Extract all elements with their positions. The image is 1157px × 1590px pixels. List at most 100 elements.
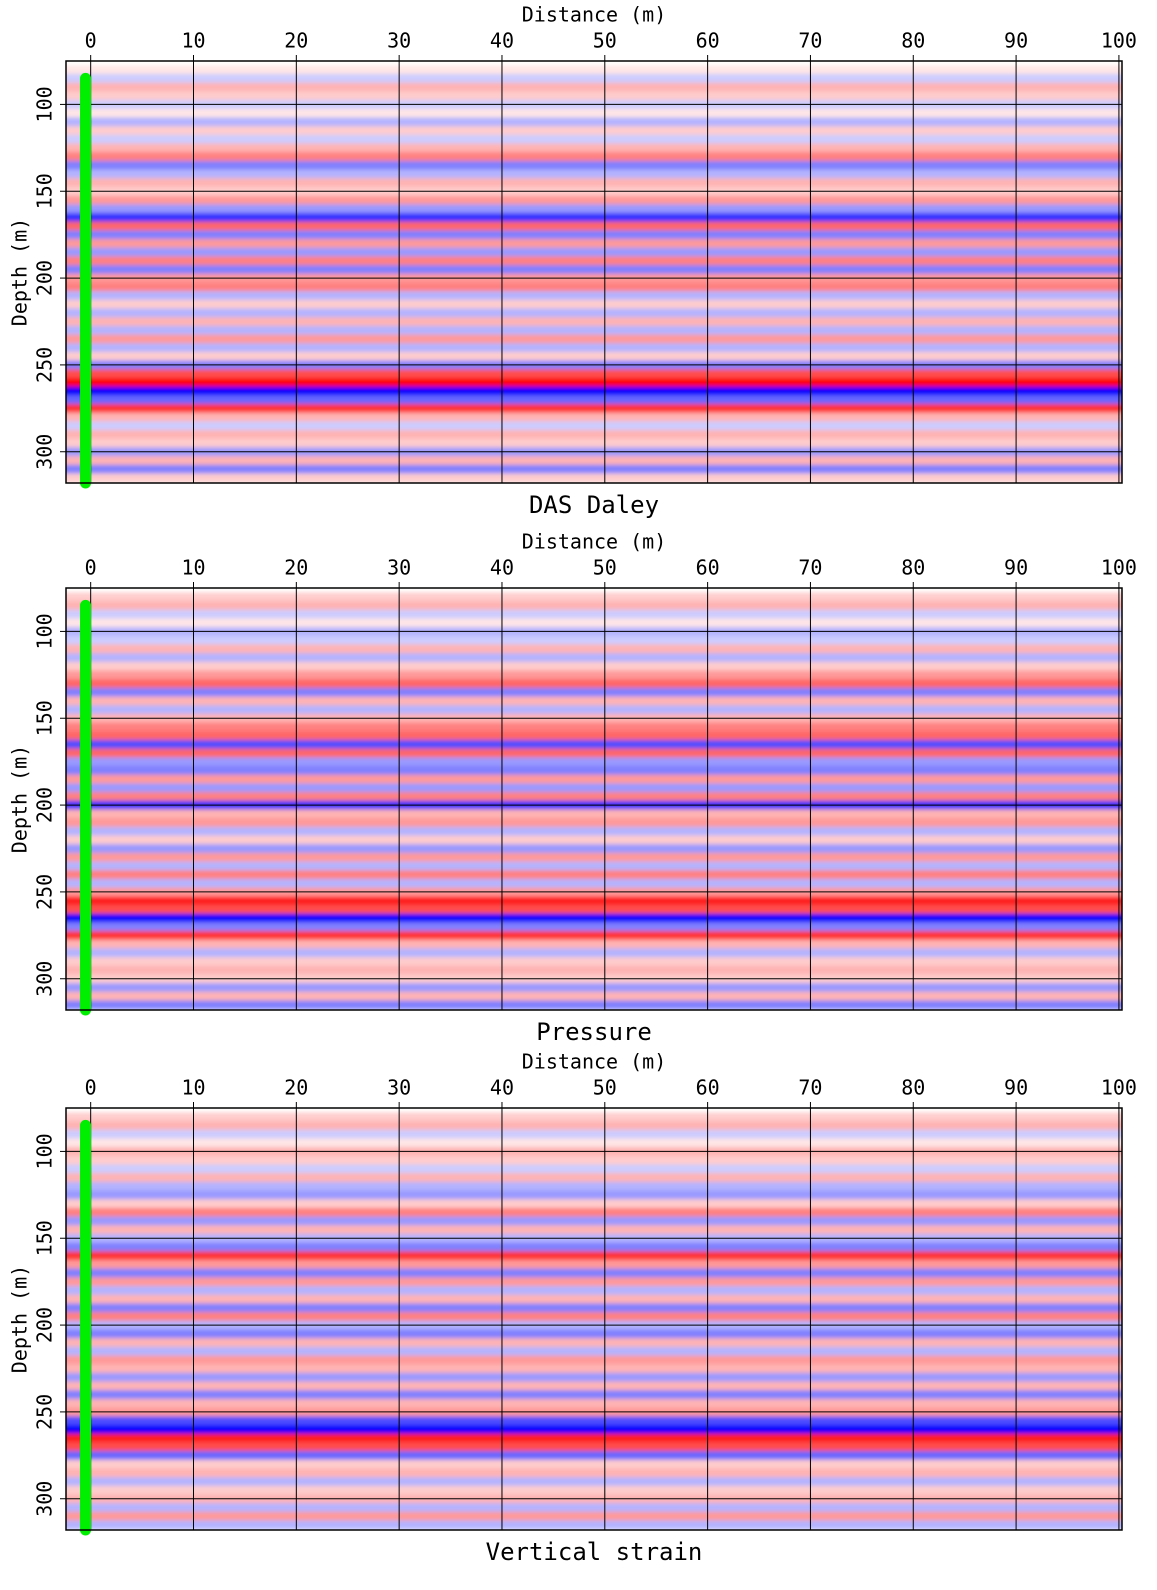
amplitude-band [66, 852, 1122, 863]
amplitude-band [66, 687, 1122, 698]
x-tick-label: 70 [798, 29, 822, 53]
x-tick-label: 50 [593, 1076, 617, 1100]
amplitude-band [66, 160, 1122, 171]
amplitude-band [66, 670, 1122, 680]
amplitude-band [66, 1338, 1122, 1348]
x-tick-label: 60 [696, 29, 720, 53]
amplitude-band [66, 403, 1122, 414]
y-tick-label: 250 [33, 874, 57, 910]
amplitude-band [66, 1216, 1122, 1226]
amplitude-band [66, 265, 1122, 275]
amplitude-band [66, 143, 1122, 153]
amplitude-band [66, 1442, 1122, 1452]
amplitude-band [66, 1503, 1122, 1513]
amplitude-band [66, 635, 1122, 645]
amplitude-band [66, 1416, 1122, 1426]
x-tick-label: 40 [490, 556, 514, 580]
amplitude-band [66, 783, 1122, 793]
amplitude-band [66, 618, 1122, 628]
plot-frame [65, 60, 1123, 484]
y-tick-label: 300 [33, 1481, 57, 1517]
amplitude-band [66, 1381, 1122, 1391]
amplitude-band [66, 1190, 1122, 1200]
amplitude-band [66, 195, 1122, 205]
amplitude-band [66, 696, 1122, 706]
amplitude-band [66, 74, 1122, 84]
x-tick-label: 10 [181, 1076, 205, 1100]
amplitude-band [66, 126, 1122, 136]
amplitude-band [66, 1286, 1122, 1296]
amplitude-band [66, 1207, 1122, 1218]
x-tick-label: 20 [284, 1076, 308, 1100]
amplitude-band [66, 965, 1122, 975]
amplitude-band [66, 705, 1122, 715]
y-axis-label: Depth (m) [8, 745, 32, 853]
x-tick-label: 30 [387, 1076, 411, 1100]
amplitude-band [66, 757, 1122, 767]
y-axis-label: Depth (m) [8, 1265, 32, 1373]
x-tick-label: 0 [85, 556, 97, 580]
amplitude-band [66, 1294, 1122, 1304]
plot-frame [65, 1107, 1123, 1531]
x-tick-label: 80 [901, 556, 925, 580]
x-tick-label: 10 [181, 556, 205, 580]
amplitude-band [66, 1520, 1122, 1530]
amplitude-band [66, 601, 1122, 611]
amplitude-band [66, 748, 1122, 758]
amplitude-band [66, 1372, 1122, 1383]
stripes [66, 1108, 1122, 1530]
amplitude-band [66, 870, 1122, 880]
x-tick-label: 70 [798, 1076, 822, 1100]
y-tick-label: 100 [33, 613, 57, 649]
amplitude-band [66, 351, 1122, 362]
x-tick-label: 10 [181, 29, 205, 53]
amplitude-band [66, 1398, 1122, 1409]
amplitude-band [66, 1390, 1122, 1400]
amplitude-band [66, 1164, 1122, 1174]
panel-title: Pressure [536, 1018, 652, 1046]
amplitude-band [66, 1242, 1122, 1252]
x-tick-label: 30 [387, 29, 411, 53]
amplitude-band [66, 939, 1122, 949]
amplitude-band [66, 1477, 1122, 1487]
amplitude-band [66, 152, 1122, 162]
amplitude-band [66, 473, 1122, 483]
x-axis-label: Distance (m) [522, 3, 667, 27]
x-axis-label: Distance (m) [522, 530, 667, 554]
amplitude-band [66, 65, 1122, 75]
amplitude-band [66, 609, 1122, 619]
amplitude-band [66, 809, 1122, 819]
y-tick-label: 300 [33, 434, 57, 470]
amplitude-band [66, 230, 1122, 240]
amplitude-band [66, 178, 1122, 188]
stripes [66, 588, 1122, 1010]
amplitude-band [66, 464, 1122, 474]
amplitude-band [66, 1129, 1122, 1139]
y-tick-label: 100 [33, 86, 57, 122]
amplitude-band [66, 774, 1122, 784]
amplitude-band [66, 983, 1122, 993]
amplitude-band [66, 1121, 1122, 1131]
amplitude-band [66, 592, 1122, 602]
x-tick-label: 100 [1101, 1076, 1137, 1100]
x-tick-label: 60 [696, 1076, 720, 1100]
amplitude-band [66, 1329, 1122, 1339]
y-tick-label: 200 [33, 1307, 57, 1343]
y-tick-label: 150 [33, 700, 57, 736]
amplitude-band [66, 299, 1122, 309]
amplitude-band [66, 282, 1122, 292]
amplitude-band [66, 1459, 1122, 1469]
x-tick-label: 50 [593, 29, 617, 53]
amplitude-band [66, 369, 1122, 379]
amplitude-band [66, 91, 1122, 101]
amplitude-band [66, 221, 1122, 231]
x-tick-label: 90 [1004, 1076, 1028, 1100]
amplitude-band [66, 1181, 1122, 1191]
amplitude-band [66, 317, 1122, 327]
amplitude-band [66, 766, 1122, 776]
amplitude-band [66, 922, 1122, 932]
x-tick-label: 50 [593, 556, 617, 580]
amplitude-band [66, 1173, 1122, 1183]
amplitude-band [66, 291, 1122, 301]
stripes [66, 61, 1122, 483]
